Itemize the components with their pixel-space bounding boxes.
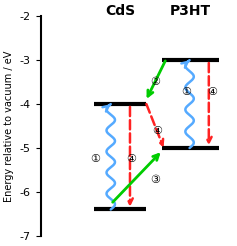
Text: ①: ① bbox=[181, 87, 191, 97]
Text: ④: ④ bbox=[208, 87, 218, 97]
Text: CdS: CdS bbox=[105, 4, 135, 18]
Text: ③: ③ bbox=[150, 175, 160, 185]
Text: ①: ① bbox=[90, 154, 100, 164]
Y-axis label: Energy relative to vacuum / eV: Energy relative to vacuum / eV bbox=[4, 50, 14, 202]
Text: ④: ④ bbox=[152, 126, 162, 136]
Text: ④: ④ bbox=[126, 154, 136, 164]
Text: ②: ② bbox=[150, 77, 160, 87]
Text: P3HT: P3HT bbox=[170, 4, 211, 18]
